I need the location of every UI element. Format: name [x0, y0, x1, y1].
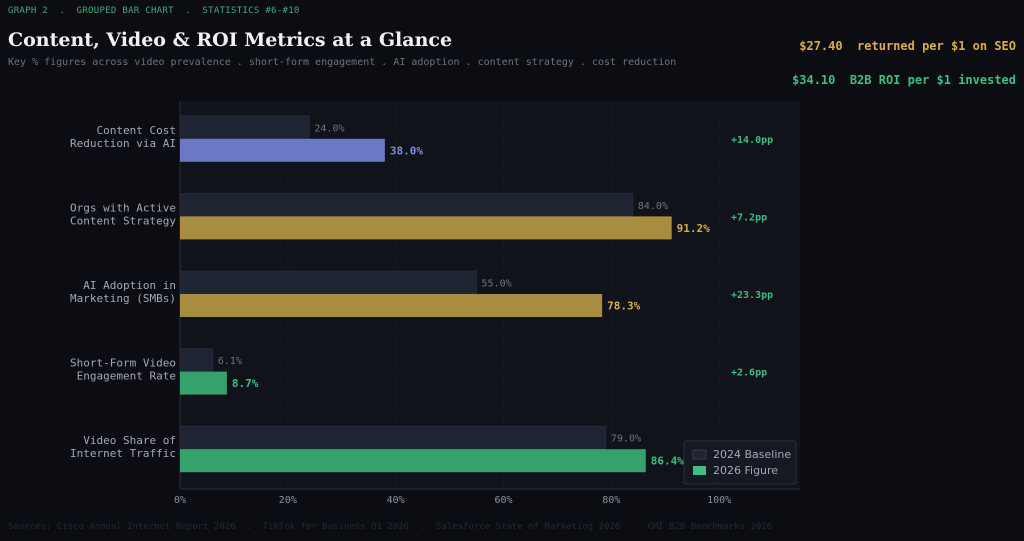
x-tick-label: 100%: [707, 495, 731, 506]
figure-bar: [180, 371, 227, 395]
baseline-value-label: 84.0%: [638, 201, 668, 212]
figure-value-label: 91.2%: [677, 222, 710, 235]
category-label: Content Strategy: [70, 214, 176, 227]
figure-bar: [180, 216, 672, 240]
delta-label: +23.3pp: [731, 290, 773, 301]
baseline-value-label: 6.1%: [218, 356, 242, 367]
legend-label-figure: 2026 Figure: [713, 464, 778, 477]
figure-value-label: 86.4%: [651, 455, 684, 468]
chart-subtitle: Key % figures across video prevalence . …: [8, 57, 677, 68]
figure-bar: [180, 138, 385, 162]
figure-value-label: 38.0%: [390, 144, 423, 157]
sources-footer: Sources: Cisco Annual Internet Report 20…: [8, 522, 773, 532]
figure-bar: [180, 449, 646, 473]
category-label: Video Share of: [83, 434, 176, 447]
baseline-bar: [179, 270, 477, 295]
seo-roi-stat: $27.40 returned per $1 on SEO: [799, 39, 1016, 53]
baseline-value-label: 79.0%: [611, 434, 641, 445]
baseline-bar: [179, 193, 634, 217]
figure-value-label: 8.7%: [232, 377, 259, 390]
b2b-roi-stat: $34.10 B2B ROI per $1 invested: [792, 73, 1016, 87]
delta-label: +2.6pp: [731, 368, 767, 379]
category-label: AI Adoption in: [83, 279, 176, 292]
graph-eyebrow: GRAPH 2 . GROUPED BAR CHART . STATISTICS…: [8, 6, 300, 16]
delta-label: +7.2pp: [731, 212, 767, 223]
x-tick-label: 20%: [279, 495, 297, 506]
category-label: Marketing (SMBs): [70, 292, 176, 305]
baseline-bar: [179, 115, 310, 140]
x-tick-label: 0%: [174, 495, 186, 506]
legend-swatch-baseline: [692, 449, 707, 460]
delta-label: +14.0pp: [731, 135, 773, 146]
x-tick-label: 40%: [387, 495, 405, 506]
category-label: Engagement Rate: [77, 370, 176, 383]
category-label: Internet Traffic: [70, 447, 176, 460]
legend-label-baseline: 2024 Baseline: [713, 448, 791, 461]
legend-swatch-figure: [693, 466, 706, 475]
figure-value-label: 78.3%: [607, 300, 640, 313]
baseline-value-label: 55.0%: [482, 279, 512, 290]
category-label: Content Cost: [97, 124, 176, 137]
category-label: Orgs with Active: [70, 201, 176, 214]
chart-title: Content, Video & ROI Metrics at a Glance: [8, 29, 453, 51]
category-label: Short-Form Video: [70, 357, 176, 370]
baseline-value-label: 24.0%: [314, 123, 344, 134]
category-label: Reduction via AI: [70, 137, 176, 150]
legend-box: [683, 440, 797, 485]
figure-bar: [180, 294, 603, 317]
x-tick-label: 60%: [494, 495, 512, 506]
baseline-bar: [179, 348, 214, 372]
baseline-bar: [179, 425, 607, 450]
x-tick-label: 80%: [602, 495, 620, 506]
